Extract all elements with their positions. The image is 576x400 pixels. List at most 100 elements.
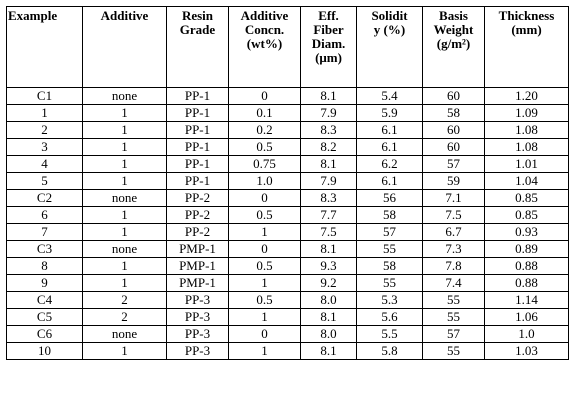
column-header-line: Basis	[439, 8, 468, 23]
table-cell-solidity: 55	[356, 240, 423, 258]
table-cell-thickness: 1.06	[484, 308, 569, 326]
table-cell-eff-fiber-diam: 8.2	[300, 138, 357, 156]
column-header-eff-fiber-diam: Eff. Fiber Diam. (μm)	[300, 6, 357, 88]
table-cell-basis-weight: 58	[422, 104, 485, 122]
table-cell-thickness: 1.0	[484, 325, 569, 343]
table-cell-solidity: 5.8	[356, 342, 423, 360]
table-cell-thickness: 1.08	[484, 121, 569, 139]
table-cell-eff-fiber-diam: 7.7	[300, 206, 357, 224]
table-cell-basis-weight: 55	[422, 342, 485, 360]
column-header-line: (μm)	[315, 50, 342, 65]
table-cell-eff-fiber-diam: 7.9	[300, 172, 357, 190]
table-row: C5 2 PP-3 1 8.1 5.6 55 1.06	[6, 308, 569, 326]
table-cell-additive-concn: 0.2	[228, 121, 301, 139]
table-cell-additive: 1	[82, 257, 167, 275]
column-header-line: y (%)	[373, 22, 406, 37]
table-cell-eff-fiber-diam: 8.3	[300, 121, 357, 139]
table-row: C3 none PMP-1 0 8.1 55 7.3 0.89	[6, 240, 569, 258]
table-body: C1 none PP-1 0 8.1 5.4 60 1.20 1 1 PP-1 0.1 7.9 5.9 58…	[6, 87, 569, 360]
column-header-line: Eff.	[318, 8, 339, 23]
column-header-additive: Additive	[82, 6, 167, 88]
table-cell-eff-fiber-diam: 8.1	[300, 240, 357, 258]
table-cell-resin-grade: PP-1	[166, 87, 229, 105]
table-cell-eff-fiber-diam: 8.1	[300, 342, 357, 360]
table-cell-solidity: 6.1	[356, 121, 423, 139]
table-cell-solidity: 56	[356, 189, 423, 207]
table-cell-basis-weight: 7.8	[422, 257, 485, 275]
table-cell-solidity: 6.1	[356, 172, 423, 190]
table-cell-additive-concn: 0	[228, 325, 301, 343]
table-cell-example: C2	[6, 189, 83, 207]
table-cell-example: 8	[6, 257, 83, 275]
table-row: C2 none PP-2 0 8.3 56 7.1 0.85	[6, 189, 569, 207]
table-row: 7 1 PP-2 1 7.5 57 6.7 0.93	[6, 223, 569, 241]
table-row: 4 1 PP-1 0.75 8.1 6.2 57 1.01	[6, 155, 569, 173]
table-cell-resin-grade: PP-2	[166, 206, 229, 224]
table-cell-example: C6	[6, 325, 83, 343]
document: Example Additive Resin Grade Additive Concn.(…	[6, 6, 569, 360]
table-row: 1 1 PP-1 0.1 7.9 5.9 58 1.09	[6, 104, 569, 122]
table-cell-solidity: 5.6	[356, 308, 423, 326]
table-cell-resin-grade: PP-3	[166, 342, 229, 360]
table-cell-additive-concn: 0.5	[228, 291, 301, 309]
table-row: 9 1 PMP-1 1 9.2 55 7.4 0.88	[6, 274, 569, 292]
table-cell-additive: 1	[82, 155, 167, 173]
table-row: 8 1 PMP-1 0.5 9.3 58 7.8 0.88	[6, 257, 569, 275]
table-cell-additive-concn: 0	[228, 240, 301, 258]
table-cell-basis-weight: 6.7	[422, 223, 485, 241]
column-header-thickness: Thickness (mm)	[484, 6, 569, 88]
table-cell-example: C4	[6, 291, 83, 309]
data-table: Example Additive Resin Grade Additive Concn.(…	[6, 6, 569, 360]
table-cell-additive-concn: 0.5	[228, 206, 301, 224]
table-cell-thickness: 1.20	[484, 87, 569, 105]
table-cell-eff-fiber-diam: 8.3	[300, 189, 357, 207]
table-cell-resin-grade: PMP-1	[166, 274, 229, 292]
column-header-line: Resin	[181, 8, 214, 23]
table-cell-thickness: 0.88	[484, 257, 569, 275]
table-cell-solidity: 57	[356, 223, 423, 241]
column-header-line: Additive	[240, 8, 289, 23]
table-cell-example: C1	[6, 87, 83, 105]
table-row: C4 2 PP-3 0.5 8.0 5.3 55 1.14	[6, 291, 569, 309]
table-cell-resin-grade: PP-1	[166, 172, 229, 190]
table-cell-eff-fiber-diam: 8.1	[300, 87, 357, 105]
table-cell-additive-concn: 1	[228, 274, 301, 292]
table-cell-additive: 1	[82, 223, 167, 241]
table-cell-additive-concn: 0.5	[228, 257, 301, 275]
table-cell-example: 1	[6, 104, 83, 122]
column-header-line: Fiber	[313, 22, 344, 37]
table-cell-basis-weight: 55	[422, 308, 485, 326]
table-cell-eff-fiber-diam: 9.3	[300, 257, 357, 275]
table-cell-basis-weight: 7.5	[422, 206, 485, 224]
table-cell-solidity: 58	[356, 257, 423, 275]
table-cell-basis-weight: 7.1	[422, 189, 485, 207]
table-cell-basis-weight: 57	[422, 155, 485, 173]
table-cell-eff-fiber-diam: 8.0	[300, 291, 357, 309]
table-cell-example: 7	[6, 223, 83, 241]
table-cell-additive: none	[82, 87, 167, 105]
table-row: C1 none PP-1 0 8.1 5.4 60 1.20	[6, 87, 569, 105]
table-cell-basis-weight: 60	[422, 121, 485, 139]
column-header-line: Solidit	[371, 8, 408, 23]
column-header-basis-weight: Basis Weight (g/m²)	[422, 6, 485, 88]
table-cell-additive-concn: 1	[228, 342, 301, 360]
table-cell-resin-grade: PMP-1	[166, 257, 229, 275]
table-cell-basis-weight: 7.3	[422, 240, 485, 258]
table-cell-example: 2	[6, 121, 83, 139]
column-header-example: Example	[6, 6, 83, 88]
table-cell-additive: 2	[82, 291, 167, 309]
table-row: C6 none PP-3 0 8.0 5.5 57 1.0	[6, 325, 569, 343]
table-cell-basis-weight: 60	[422, 87, 485, 105]
table-cell-solidity: 6.1	[356, 138, 423, 156]
table-cell-thickness: 0.88	[484, 274, 569, 292]
table-cell-additive: 1	[82, 274, 167, 292]
table-cell-additive: none	[82, 325, 167, 343]
column-header-line: Weight	[433, 22, 474, 37]
table-cell-resin-grade: PMP-1	[166, 240, 229, 258]
table-cell-additive-concn: 0.75	[228, 155, 301, 173]
table-row: 5 1 PP-1 1.0 7.9 6.1 59 1.04	[6, 172, 569, 190]
column-header-solidity: Solidit y (%)	[356, 6, 423, 88]
table-cell-basis-weight: 57	[422, 325, 485, 343]
table-cell-additive: 1	[82, 104, 167, 122]
table-cell-basis-weight: 59	[422, 172, 485, 190]
